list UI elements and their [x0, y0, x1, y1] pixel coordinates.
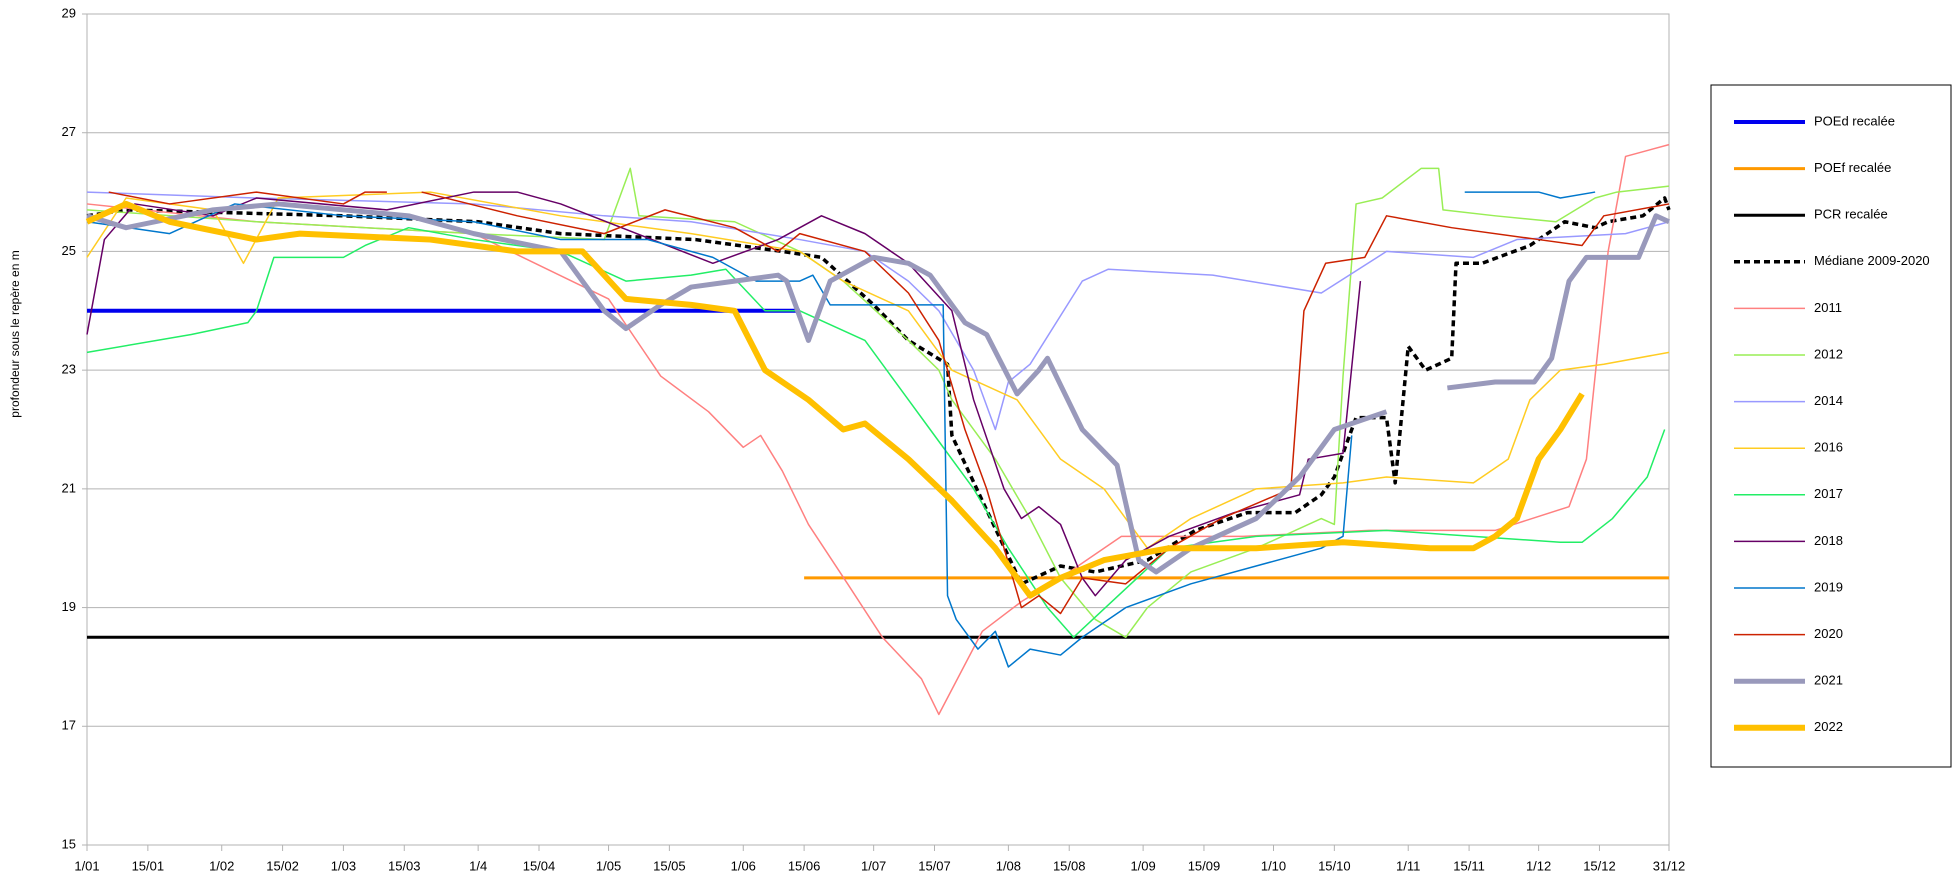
series-line [85, 200, 1585, 599]
legend-label: 2011 [1814, 300, 1842, 315]
legend-label: 2012 [1814, 346, 1843, 361]
x-tick-label: 1/12 [1526, 858, 1551, 873]
x-tick-label: 1/05 [596, 858, 621, 873]
legend-label: 2018 [1814, 533, 1843, 548]
legend-box [1710, 84, 1952, 768]
legend-label: 2017 [1814, 486, 1843, 501]
x-tick-label: 15/02 [266, 858, 299, 873]
legend-label: PCR recalée [1814, 207, 1888, 222]
legend-label: POEd recalée [1814, 113, 1895, 128]
x-tick-label: 15/01 [132, 858, 165, 873]
plot-frame [86, 13, 1670, 846]
x-tick-label: 1/07 [861, 858, 886, 873]
series-line [86, 191, 1362, 597]
x-tick-label: 1/06 [731, 858, 756, 873]
series-line [86, 191, 1670, 549]
series-line [86, 196, 1671, 586]
x-tick-label: 1/08 [996, 858, 1021, 873]
series-line [86, 201, 1671, 575]
x-tick-label: 1/03 [331, 858, 356, 873]
y-tick-label: 17 [62, 718, 76, 733]
y-tick-label: 29 [62, 5, 76, 20]
x-tick-label: 15/05 [653, 858, 686, 873]
y-tick-label: 15 [62, 836, 76, 851]
legend-label: 2014 [1814, 393, 1843, 408]
series-line [86, 167, 1670, 638]
y-tick-label: 19 [62, 599, 76, 614]
x-tick-label: 15/12 [1583, 858, 1616, 873]
legend-label: 2019 [1814, 579, 1843, 594]
x-tick-label: 1/4 [469, 858, 487, 873]
legend-label: 2021 [1814, 673, 1843, 688]
legend-label: POEf recalée [1814, 160, 1891, 175]
x-tick-label: 15/08 [1053, 858, 1086, 873]
series-line [86, 191, 1670, 431]
y-axis-label: profondeur sous le repère en m [8, 250, 22, 417]
x-tick-label: 15/03 [388, 858, 421, 873]
y-tick-label: 27 [62, 124, 76, 139]
series-line [86, 143, 1670, 716]
x-tick-label: 1/02 [209, 858, 234, 873]
x-tick-label: 1/09 [1130, 858, 1155, 873]
x-tick-label: 15/04 [523, 858, 556, 873]
legend-label: 2022 [1814, 719, 1843, 734]
x-tick-label: 15/06 [788, 858, 821, 873]
y-tick-label: 25 [62, 243, 76, 258]
y-tick-label: 21 [62, 480, 76, 495]
series-line [86, 191, 1596, 668]
legend-label: 2016 [1814, 440, 1843, 455]
x-tick-label: 15/10 [1318, 858, 1351, 873]
series-line [86, 226, 1666, 638]
x-tick-label: 1/11 [1396, 858, 1420, 873]
x-tick-label: 15/09 [1188, 858, 1221, 873]
x-tick-label: 1/10 [1261, 858, 1286, 873]
series-line [108, 191, 1670, 615]
x-tick-label: 31/12 [1653, 858, 1686, 873]
y-tick-label: 23 [62, 362, 76, 377]
x-tick-label: 15/11 [1453, 858, 1485, 873]
x-tick-label: 15/07 [918, 858, 951, 873]
legend-label: Médiane 2009-2020 [1814, 253, 1930, 268]
x-tick-label: 1/01 [74, 858, 99, 873]
legend-label: 2020 [1814, 626, 1843, 641]
